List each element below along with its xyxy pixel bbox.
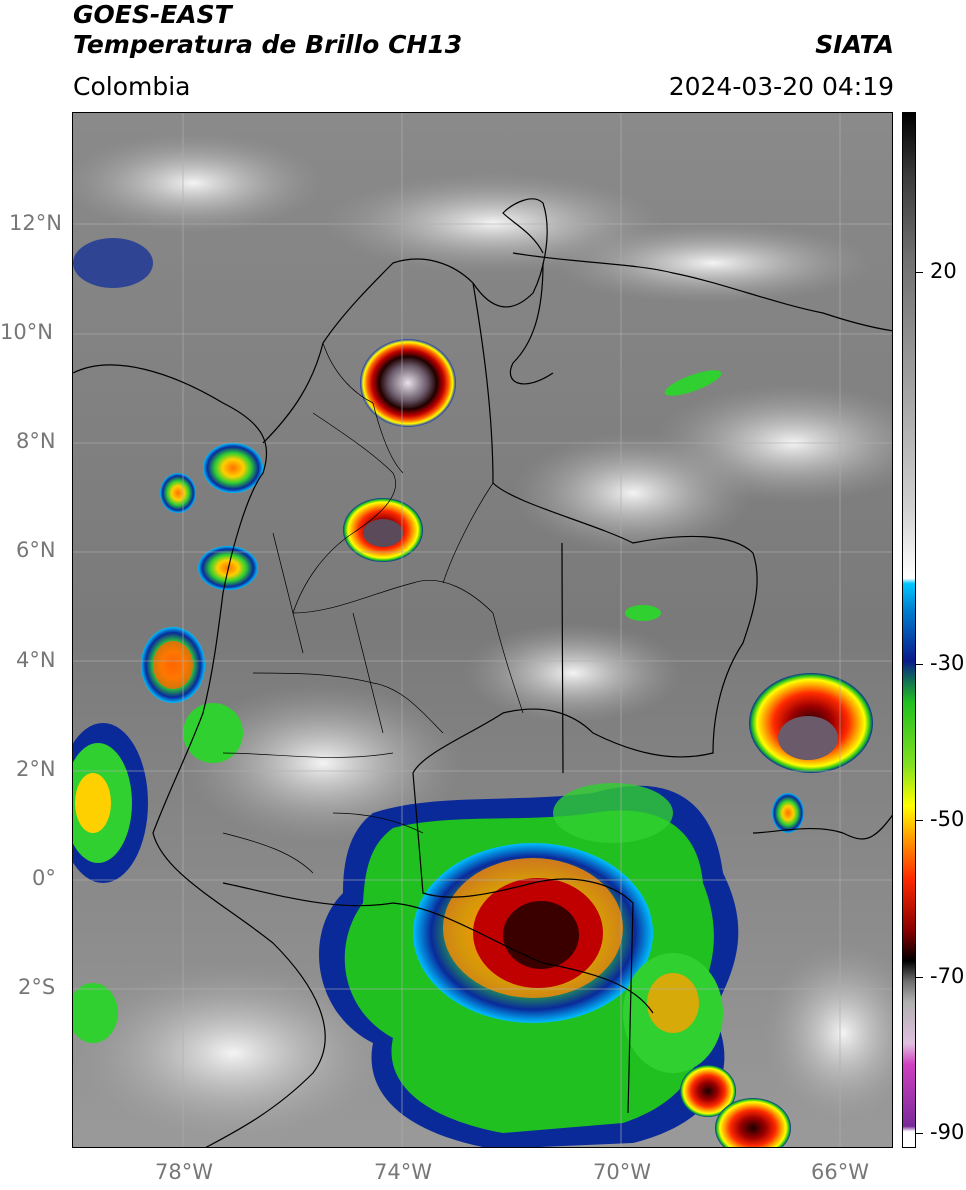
- lat-label: 4°N: [16, 648, 56, 672]
- lat-label: 10°N: [0, 320, 53, 344]
- lon-label: 74°W: [374, 1160, 432, 1184]
- channel-title: Temperatura de Brillo CH13: [73, 30, 463, 59]
- region-label: Colombia: [73, 72, 191, 101]
- lat-label: 0°: [32, 866, 56, 890]
- map-canvas: [73, 113, 892, 1147]
- colorbar-tick-label: -90: [930, 1120, 965, 1144]
- colorbar-tick-label: -50: [930, 807, 965, 831]
- graticule: [73, 113, 892, 1147]
- convective-cells-west: [73, 238, 263, 1043]
- product-title: GOES-EAST: [73, 0, 232, 29]
- lat-label: 2°S: [18, 975, 56, 999]
- brand-label: SIATA: [815, 30, 894, 59]
- lon-label: 70°W: [593, 1160, 651, 1184]
- lat-label: 2°N: [16, 757, 56, 781]
- colorbar-tick-mark: [916, 820, 923, 821]
- lon-label: 78°W: [155, 1160, 213, 1184]
- lon-label: 66°W: [811, 1160, 869, 1184]
- country-borders: [73, 198, 892, 1147]
- colorbar-tick-label: -30: [930, 651, 965, 675]
- lat-label: 6°N: [16, 538, 56, 562]
- timestamp-label: 2024-03-20 04:19: [668, 72, 894, 101]
- colorbar-tick-mark: [916, 272, 923, 273]
- storm-cells: [343, 339, 873, 1147]
- colorbar-tick-label: -70: [930, 964, 965, 988]
- colorbar: [902, 112, 916, 1148]
- lat-label: 8°N: [16, 429, 56, 453]
- colorbar-tick-mark: [916, 1133, 923, 1134]
- department-borders: [222, 342, 524, 874]
- satellite-map: [72, 112, 893, 1148]
- convective-complex-amazon: [319, 783, 739, 1147]
- colorbar-tick-mark: [916, 977, 923, 978]
- colorbar-tick-label: 20: [930, 259, 957, 283]
- lat-label: 12°N: [9, 211, 62, 235]
- colorbar-tick-mark: [916, 664, 923, 665]
